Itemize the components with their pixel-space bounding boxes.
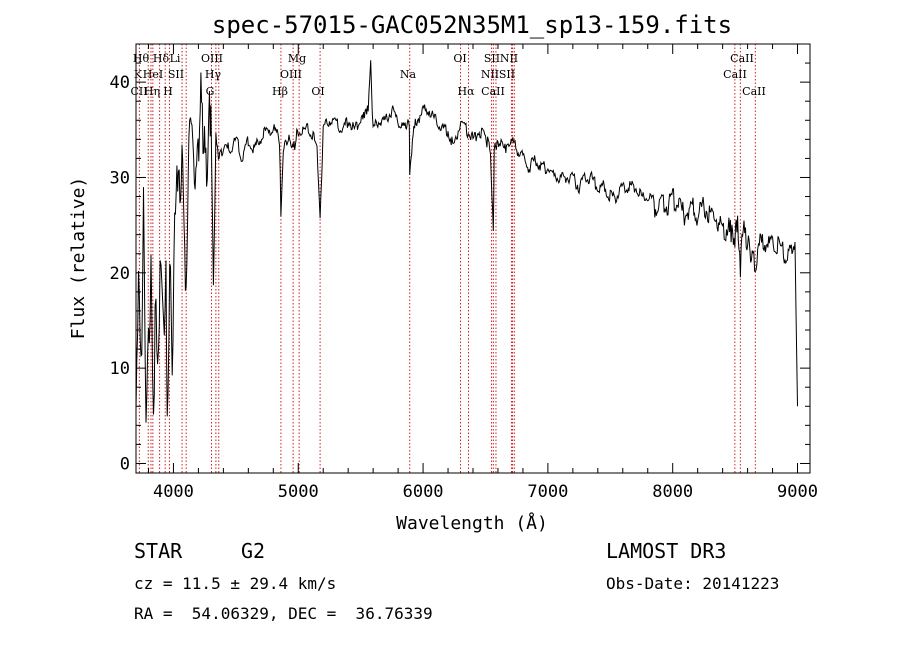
line-label: HeI [143,68,163,81]
line-label: SII [499,68,515,81]
y-axis-ticks: 0 10 20 30 40 [110,62,810,474]
line-label: NII [500,52,518,65]
emission-line-markers [138,44,756,473]
line-label: CaII [742,85,766,98]
obs-date-text: Obs-Date: 20141223 [606,574,780,593]
line-label: Na [400,68,417,81]
line-label: CaII [481,85,505,98]
survey-label: LAMOST DR3 [606,539,727,563]
x-tick-label: 5000 [278,482,319,502]
y-tick-label: 30 [110,168,130,188]
line-label: CaII [730,52,754,65]
y-tick-label: 40 [110,73,130,93]
line-label: H [163,85,173,98]
line-label: Li [170,52,181,65]
x-tick-label: 4000 [153,482,194,502]
line-label: Hγ [205,68,222,81]
line-label: SII [484,52,500,65]
line-label: SII [168,68,184,81]
spectrum-line [135,60,798,423]
x-axis-label: Wavelength (Å) [396,512,548,534]
x-tick-label: 6000 [403,482,444,502]
coordinates-text: RA = 54.06329, DEC = 36.76339 [134,604,433,623]
line-label: CaII [723,68,747,81]
redshift-text: cz = 11.5 ± 29.4 km/s [134,574,337,593]
y-axis-label: Flux (relative) [68,177,89,340]
line-label: OIII [280,68,302,81]
line-label: OI [311,85,324,98]
line-label: CII [130,85,147,98]
line-label: Hδ [153,52,170,65]
x-tick-label: 8000 [652,482,693,502]
x-tick-label: 7000 [527,482,568,502]
line-label: Hα [457,85,475,98]
line-label: Hη [144,85,160,98]
line-label: NII [481,68,499,81]
y-tick-label: 10 [110,359,130,379]
line-label: K [134,68,143,81]
line-label: Hθ [133,52,150,65]
plot-frame [135,43,811,474]
line-label: Mg [288,52,306,65]
class-label: STAR [134,539,183,563]
x-tick-label: 9000 [777,482,818,502]
subclass-label: G2 [241,539,266,563]
x-axis-ticks: 4000 5000 6000 7000 8000 9000 [147,44,818,502]
y-tick-label: 0 [120,454,130,474]
chart-title: spec-57015-GAC052N35M1_sp13-159.fits [212,11,732,39]
line-label: OI [453,52,466,65]
y-tick-label: 20 [110,264,130,284]
line-label: OIII [201,52,223,65]
line-label: Hβ [272,85,288,98]
